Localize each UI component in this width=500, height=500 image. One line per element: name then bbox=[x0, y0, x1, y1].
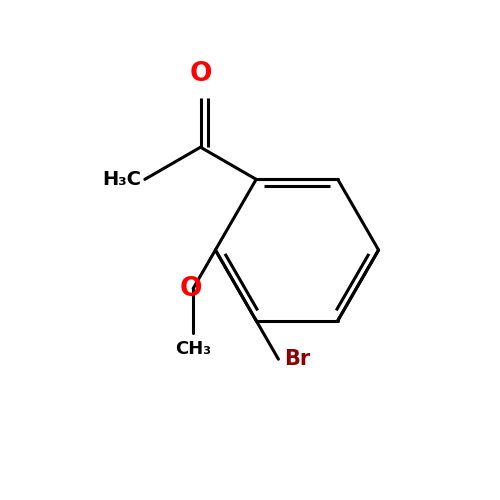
Text: Br: Br bbox=[284, 349, 310, 369]
Text: CH₃: CH₃ bbox=[175, 340, 211, 358]
Text: H₃C: H₃C bbox=[102, 170, 141, 189]
Text: O: O bbox=[190, 61, 212, 87]
Text: O: O bbox=[180, 276, 202, 301]
